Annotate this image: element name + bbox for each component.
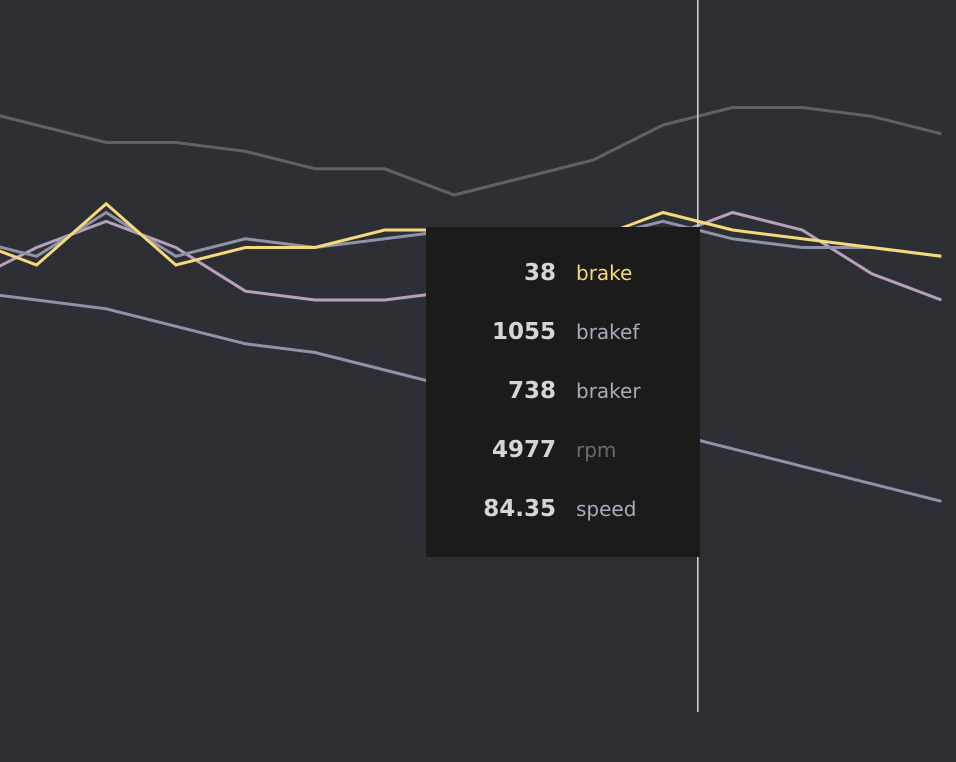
series-line-rpm (0, 106, 942, 197)
tooltip-row-speed: 84.35 speed (426, 480, 700, 539)
tooltip-series-name: rpm (576, 438, 617, 463)
tooltip-row-rpm: 4977 rpm (426, 421, 700, 480)
tooltip-value: 84.35 (483, 496, 556, 523)
tooltip-series-name: brake (576, 260, 633, 285)
tooltip-series-name: speed (576, 497, 637, 522)
tooltip-value: 4977 (491, 437, 556, 464)
tooltip-value: 738 (507, 377, 556, 404)
tooltip-row-brakef: 1055 brakef (426, 302, 700, 361)
tooltip-series-name: brakef (576, 319, 640, 344)
tooltip-value: 38 (523, 259, 556, 286)
tooltip-value: 1055 (491, 318, 556, 345)
hover-tooltip: 38 brake 1055 brakef 738 braker 4977 rpm… (426, 227, 700, 557)
tooltip-series-name: braker (576, 378, 641, 403)
tooltip-row-braker: 738 braker (426, 361, 700, 420)
tooltip-row-brake: 38 brake (426, 243, 700, 302)
